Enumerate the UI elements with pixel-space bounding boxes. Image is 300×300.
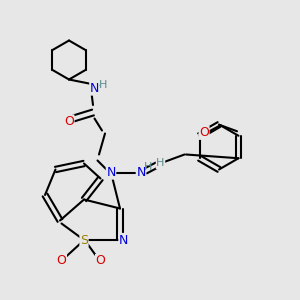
Text: H: H (98, 80, 107, 90)
Text: S: S (80, 233, 88, 247)
Text: N: N (119, 233, 128, 247)
Text: O: O (57, 254, 66, 268)
Text: H: H (143, 162, 152, 172)
Text: N: N (90, 82, 99, 95)
Text: N: N (136, 166, 146, 179)
Text: N: N (106, 166, 116, 179)
Text: H: H (156, 158, 165, 169)
Text: O: O (96, 254, 105, 268)
Text: O: O (199, 126, 209, 139)
Text: O: O (64, 115, 74, 128)
